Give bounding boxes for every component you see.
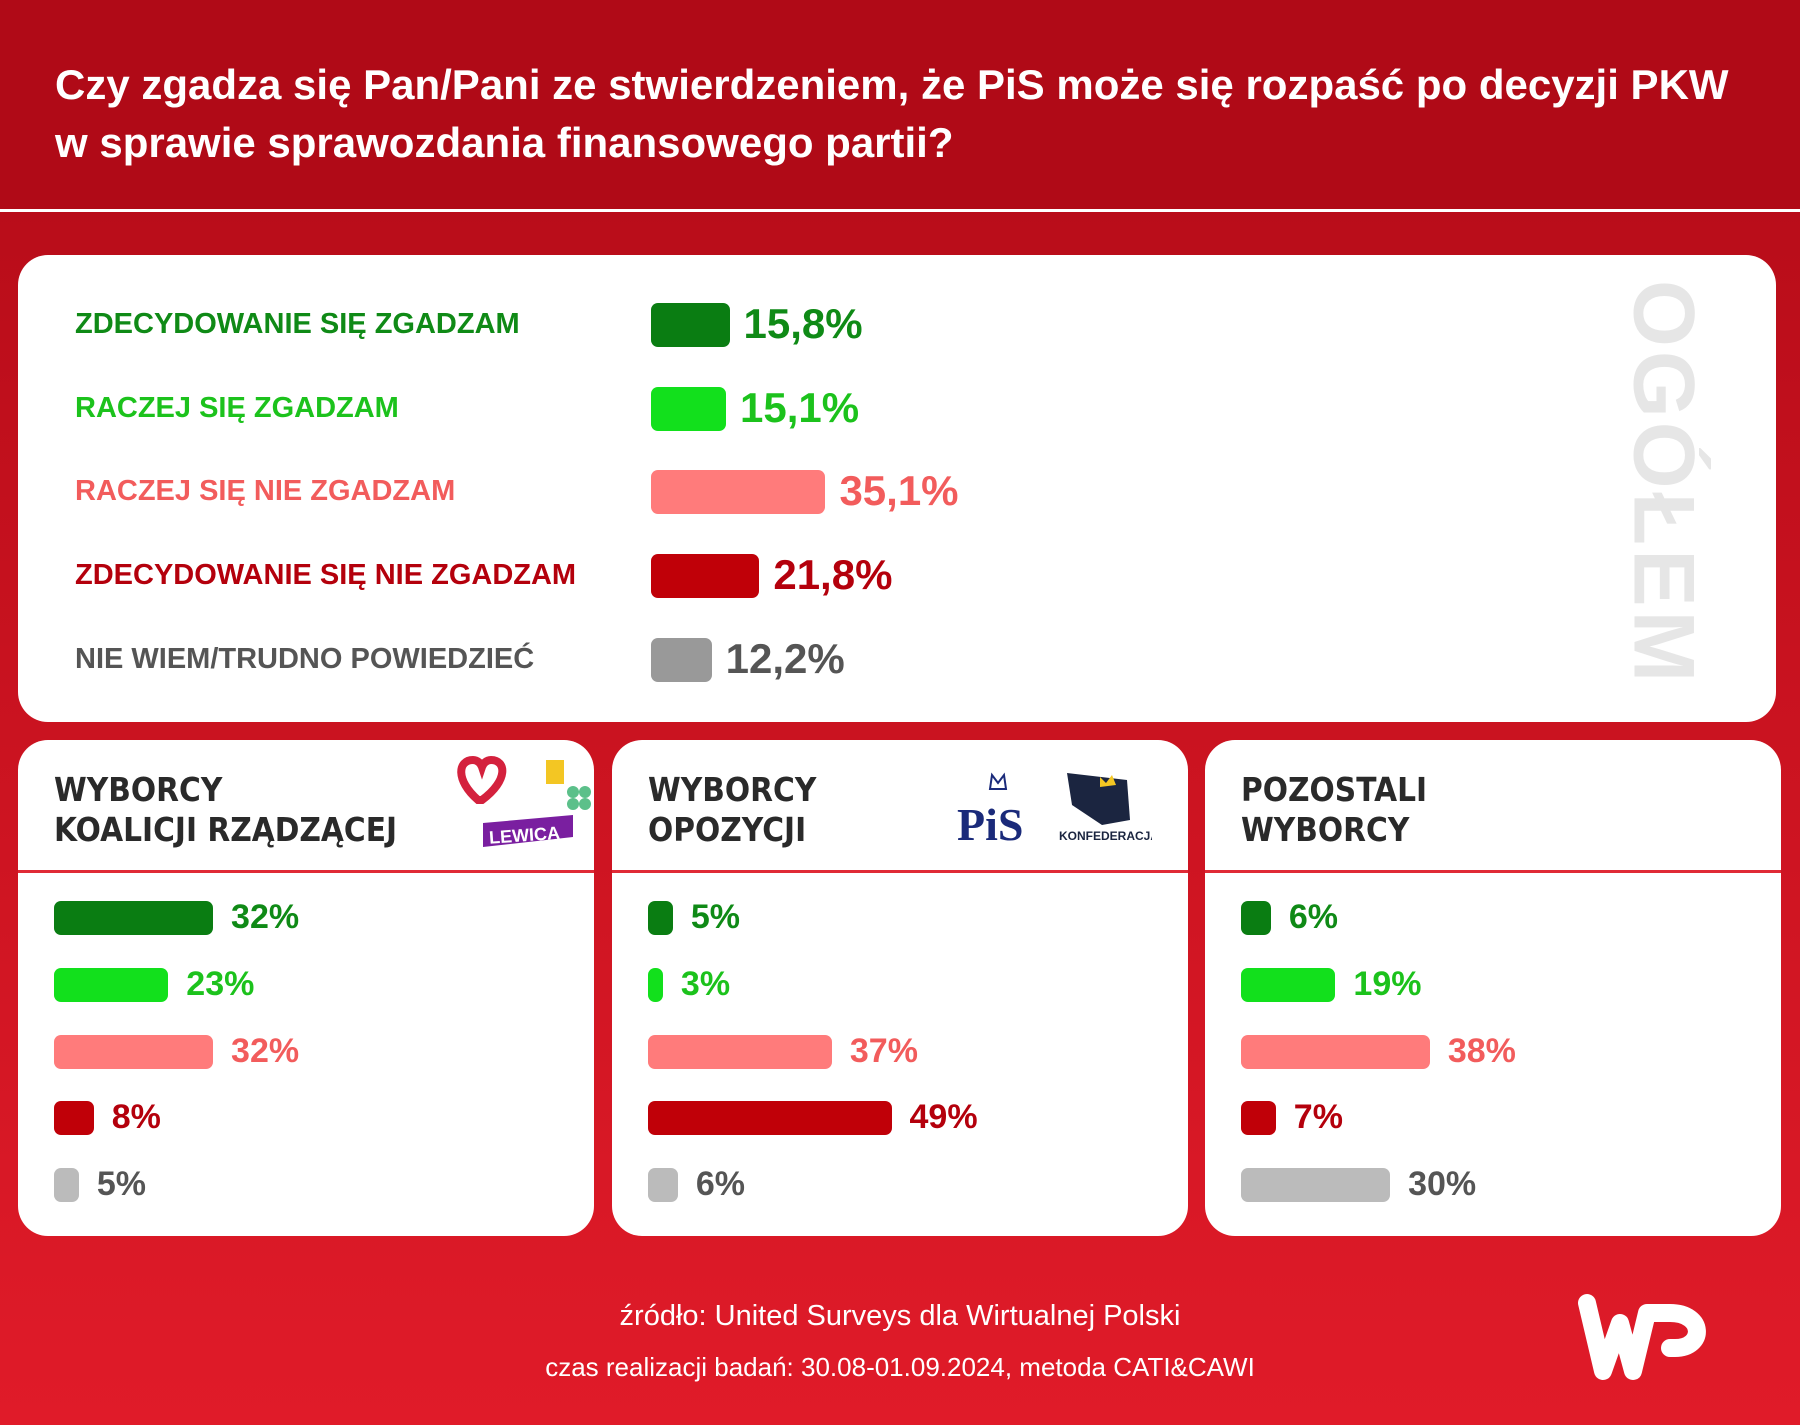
value-label: 5% bbox=[690, 898, 740, 936]
bar bbox=[1241, 901, 1271, 935]
bar bbox=[54, 1035, 214, 1069]
bar bbox=[651, 387, 727, 431]
value-label: 49% bbox=[909, 1098, 978, 1136]
answer-label: NIE WIEM/TRUDNO POWIEDZIEĆ bbox=[75, 643, 535, 675]
value-label: 8% bbox=[111, 1098, 161, 1136]
answer-label: ZDECYDOWANIE SIĘ NIE ZGADZAM bbox=[75, 559, 577, 591]
bar bbox=[651, 638, 712, 682]
polska2050-icon bbox=[546, 760, 564, 784]
method-text: czas realizacji badań: 30.08-01.09.2024,… bbox=[545, 1352, 1255, 1382]
konfederacja-logo: KONFEDERACJA bbox=[1059, 829, 1152, 843]
value-label: 3% bbox=[680, 965, 731, 1003]
bar bbox=[648, 968, 663, 1002]
value-label: 32% bbox=[231, 898, 300, 936]
others-heading: POZOSTALI WYBORCY bbox=[1241, 770, 1428, 849]
answer-label: RACZEJ SIĘ NIE ZGADZAM bbox=[75, 475, 456, 507]
value-label: 23% bbox=[186, 965, 255, 1003]
heart-icon bbox=[457, 755, 507, 804]
bar bbox=[1241, 968, 1336, 1002]
bar bbox=[1241, 1168, 1391, 1202]
value-label: 38% bbox=[1447, 1032, 1516, 1070]
value-label: 6% bbox=[1288, 898, 1338, 936]
value-label: 6% bbox=[695, 1165, 745, 1203]
konfederacja-eagle-icon bbox=[1067, 773, 1130, 825]
others-panel: POZOSTALI WYBORCY 6% 19% 38% 7% 30% bbox=[1205, 740, 1781, 1236]
value-label: 15,1% bbox=[740, 384, 860, 431]
divider bbox=[1205, 870, 1781, 873]
chart-title: Czy zgadza się Pan/Pani ze stwierdzeniem… bbox=[55, 61, 1729, 166]
answer-label: RACZEJ SIĘ ZGADZAM bbox=[75, 392, 399, 424]
bar bbox=[651, 303, 730, 347]
svg-text:LEWICA: LEWICA bbox=[488, 823, 560, 848]
wp-logo bbox=[1578, 1294, 1706, 1380]
opposition-logos: PiS KONFEDERACJA bbox=[957, 772, 1152, 850]
pis-logo: PiS bbox=[957, 799, 1023, 850]
overall-panel: ZDECYDOWANIE SIĘ ZGADZAM 15,8% RACZEJ SIĘ … bbox=[18, 255, 1776, 722]
answer-label: ZDECYDOWANIE SIĘ ZGADZAM bbox=[75, 308, 520, 340]
bar bbox=[648, 1101, 892, 1135]
header: Czy zgadza się Pan/Pani ze stwierdzeniem… bbox=[0, 0, 1800, 212]
bar bbox=[1241, 1101, 1276, 1135]
bar bbox=[1241, 1035, 1430, 1069]
opposition-panel: WYBORCY OPOZYCJI PiS KONFEDERACJA 5% 3% 37%… bbox=[612, 740, 1188, 1236]
value-label: 37% bbox=[849, 1032, 918, 1070]
bar bbox=[54, 1101, 94, 1135]
value-label: 7% bbox=[1293, 1098, 1343, 1136]
value-label: 21,8% bbox=[773, 551, 893, 598]
bar bbox=[648, 901, 673, 935]
source-text: źródło: United Surveys dla Wirtualnej Po… bbox=[619, 1300, 1181, 1332]
value-label: 19% bbox=[1353, 965, 1422, 1003]
bar bbox=[648, 1035, 832, 1069]
bar bbox=[54, 901, 214, 935]
bar bbox=[651, 470, 826, 514]
crown-icon bbox=[988, 772, 1008, 790]
value-label: 12,2% bbox=[725, 635, 845, 682]
divider bbox=[18, 870, 594, 873]
value-label: 5% bbox=[96, 1165, 146, 1203]
opposition-heading: WYBORCY OPOZYCJI bbox=[648, 770, 817, 849]
value-label: 15,8% bbox=[743, 300, 863, 347]
bar bbox=[648, 1168, 678, 1202]
divider bbox=[612, 870, 1188, 873]
bar bbox=[54, 1168, 79, 1202]
coalition-heading: WYBORCY KOALICJI RZĄDZĄCEJ bbox=[54, 770, 398, 849]
value-label: 30% bbox=[1408, 1165, 1477, 1203]
coalition-logos: LEWICA bbox=[457, 755, 591, 848]
bar bbox=[651, 554, 760, 598]
value-label: 32% bbox=[231, 1032, 300, 1070]
overall-label: OGÓŁEM bbox=[1615, 279, 1712, 687]
value-label: 35,1% bbox=[839, 467, 959, 514]
coalition-panel: WYBORCY KOALICJI RZĄDZĄCEJ LEWICA 32% 23% 3… bbox=[18, 740, 594, 1236]
bar bbox=[54, 968, 169, 1002]
